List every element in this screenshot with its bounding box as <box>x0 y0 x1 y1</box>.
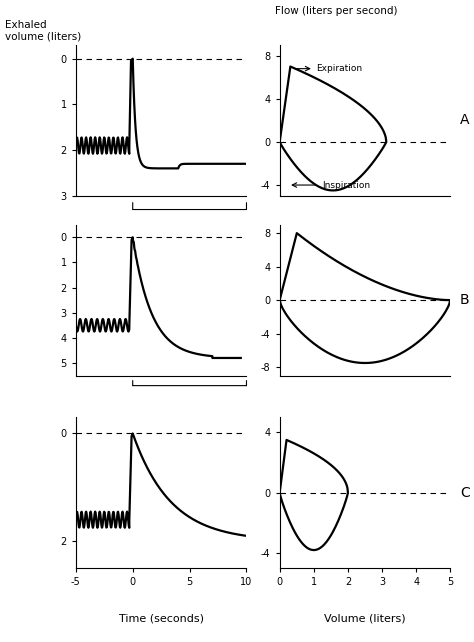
Text: Volume (liters): Volume (liters) <box>324 613 406 623</box>
Text: A: A <box>460 114 469 127</box>
Text: Flow (liters per second): Flow (liters per second) <box>275 6 397 16</box>
Text: Time (seconds): Time (seconds) <box>118 613 204 623</box>
Text: C: C <box>460 486 470 499</box>
Text: Inspiration: Inspiration <box>322 180 371 189</box>
Text: Expiration: Expiration <box>316 64 362 73</box>
Text: B: B <box>460 293 469 307</box>
Text: Exhaled
volume (liters): Exhaled volume (liters) <box>5 20 81 42</box>
